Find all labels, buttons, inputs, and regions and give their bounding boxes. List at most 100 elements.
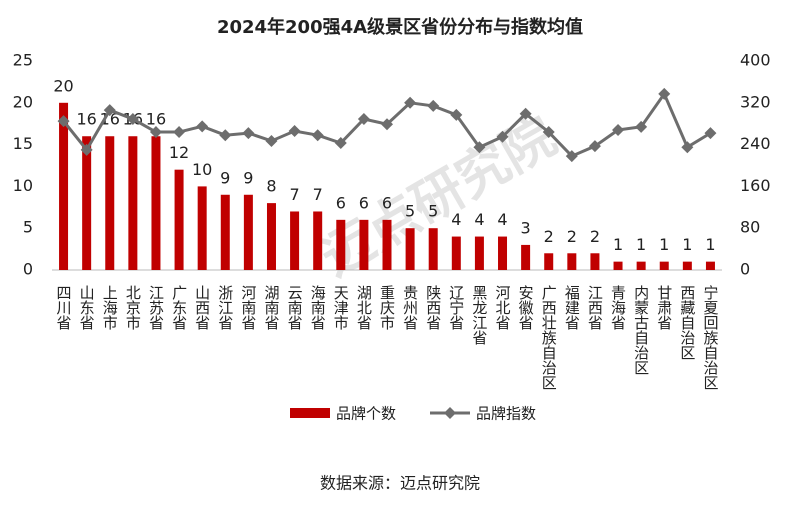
y-tick-label: 5: [23, 218, 33, 237]
bar: [705, 261, 715, 270]
line-point: [450, 108, 463, 121]
data-label: 7: [313, 185, 323, 204]
data-label: 2: [567, 227, 577, 246]
data-label: 8: [266, 177, 276, 196]
line-point: [496, 130, 509, 143]
x-tick-label: 云南省: [286, 285, 304, 330]
data-label: 4: [474, 210, 484, 229]
data-label: 7: [289, 185, 299, 204]
line-point: [80, 143, 93, 156]
line-point: [473, 141, 486, 154]
line-point: [635, 120, 648, 133]
x-tick-label: 黑龙江省: [470, 285, 488, 345]
data-label: 3: [521, 218, 531, 237]
x-tick-label: 福建省: [563, 285, 581, 330]
bar: [428, 228, 438, 270]
y-tick-label: 25: [13, 51, 33, 70]
bar: [382, 219, 392, 270]
data-label: 2: [544, 227, 554, 246]
line-point: [612, 123, 625, 136]
line-point: [381, 118, 393, 131]
data-label: 5: [405, 202, 415, 221]
legend-label: 品牌个数: [336, 405, 396, 423]
x-tick-label: 甘肃省: [655, 285, 673, 330]
y-tick-label: 20: [13, 92, 33, 111]
line-point: [288, 125, 301, 138]
bar: [128, 136, 138, 270]
data-label: 4: [451, 210, 461, 229]
source-note: 数据来源：迈点研究院: [320, 474, 480, 493]
bar: [105, 136, 115, 270]
bar: [290, 211, 300, 270]
x-tick-label: 四川省: [55, 285, 73, 330]
x-tick-label: 江苏省: [147, 285, 165, 330]
bar: [636, 261, 646, 270]
bar: [567, 253, 577, 270]
bar: [613, 261, 623, 270]
data-label: 9: [243, 168, 253, 187]
line-point: [427, 99, 440, 112]
data-label: 6: [359, 193, 369, 212]
line-point: [149, 126, 162, 139]
x-tick-label: 上海市: [101, 285, 119, 330]
x-tick-label: 陕西省: [424, 285, 442, 330]
line-point: [681, 141, 694, 154]
data-label: 6: [336, 193, 346, 212]
data-label: 6: [382, 193, 392, 212]
x-tick-label: 河南省: [239, 285, 257, 330]
data-label: 4: [497, 210, 507, 229]
bar: [197, 186, 207, 270]
x-tick-label: 广西壮族自治区: [540, 285, 558, 390]
y2-tick-label: 0: [740, 260, 750, 279]
legend-swatch: [290, 408, 330, 418]
bar: [266, 203, 276, 270]
legend-label: 品牌指数: [476, 405, 536, 423]
data-label: 1: [705, 235, 715, 254]
x-tick-label: 贵州省: [401, 285, 419, 330]
x-tick-label: 北京市: [124, 285, 142, 330]
line-point: [658, 87, 671, 100]
bar: [498, 236, 508, 270]
bar: [405, 228, 415, 270]
x-tick-label: 内蒙古自治区: [632, 285, 650, 375]
data-label: 2: [590, 227, 600, 246]
bar: [220, 194, 230, 270]
line-point: [103, 104, 116, 117]
bar: [590, 253, 600, 270]
y2-tick-label: 320: [740, 92, 771, 111]
line-point: [265, 134, 278, 147]
bar: [544, 253, 554, 270]
data-label: 9: [220, 168, 230, 187]
legend-swatch: [444, 407, 456, 419]
y-tick-label: 10: [13, 176, 33, 195]
data-label: 1: [613, 235, 623, 254]
x-tick-label: 广东省: [170, 285, 188, 330]
bar: [82, 136, 92, 270]
line-point: [311, 129, 324, 142]
x-tick-label: 西藏自治区: [678, 285, 696, 360]
line-point: [704, 127, 717, 140]
line-point: [588, 140, 601, 153]
y-tick-label: 15: [13, 134, 33, 153]
y2-tick-label: 400: [740, 51, 771, 70]
data-label: 16: [100, 110, 120, 129]
bar: [682, 261, 692, 270]
x-tick-label: 江西省: [586, 285, 604, 330]
data-label: 20: [53, 76, 73, 95]
bar: [336, 219, 346, 270]
x-tick-label: 青海省: [609, 285, 627, 330]
bar: [474, 236, 484, 270]
x-tick-label: 重庆市: [378, 285, 396, 330]
line-point: [404, 96, 417, 109]
data-label: 16: [146, 110, 166, 129]
bar: [151, 136, 161, 270]
x-tick-label: 湖北省: [355, 285, 373, 330]
x-tick-label: 山东省: [78, 285, 96, 330]
line-point: [519, 107, 532, 120]
bar: [359, 219, 369, 270]
x-tick-label: 湖南省: [262, 285, 280, 330]
line-point: [565, 150, 578, 163]
data-label: 12: [169, 143, 189, 162]
x-tick-label: 海南省: [309, 285, 327, 330]
